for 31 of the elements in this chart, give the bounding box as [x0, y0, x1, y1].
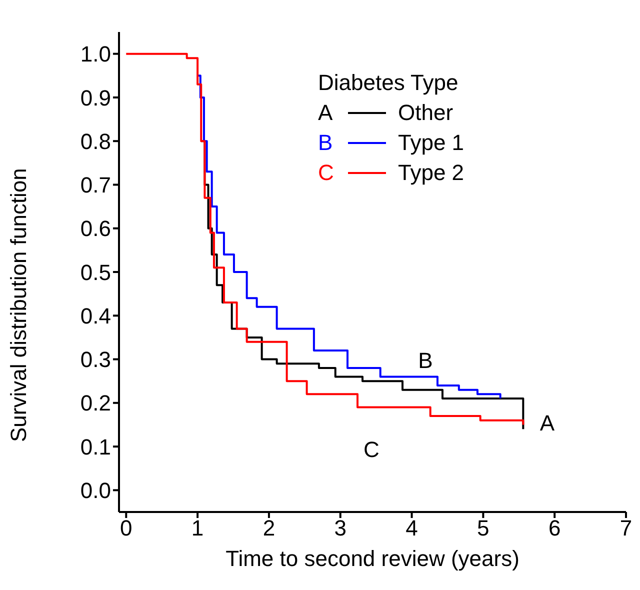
x-tick-label: 4 — [406, 516, 418, 541]
x-axis-title: Time to second review (years) — [226, 546, 520, 571]
annotation: B — [418, 348, 433, 374]
y-tick-label: 0.5 — [80, 260, 111, 285]
x-tick-label: 2 — [262, 516, 276, 541]
y-tick-label: 0.1 — [80, 434, 111, 460]
y-axis-title: Survival distribution function — [6, 168, 31, 442]
legend-label: Type 1 — [398, 129, 464, 157]
x-tick-label: 6 — [548, 516, 561, 541]
x-tick-label: 1 — [191, 516, 204, 541]
x-tick-label: 0 — [120, 516, 132, 541]
annotation: C — [364, 436, 380, 462]
y-tick-label: 1.0 — [80, 42, 111, 67]
x-tick-label: 7 — [620, 516, 632, 541]
y-tick-label: 0.4 — [80, 303, 111, 328]
y-tick-label: 0.9 — [80, 85, 111, 110]
text: A — [318, 100, 333, 125]
y-tick-label: 0.0 — [80, 478, 111, 503]
legend-label: Type 2 — [398, 159, 464, 187]
text: C — [318, 160, 334, 185]
legend-label: Other — [398, 99, 454, 127]
y-tick-label: 0.2 — [80, 390, 111, 416]
annotation: A — [540, 410, 555, 436]
x-tick-label: 3 — [334, 516, 346, 541]
y-tick-label: 0.6 — [80, 216, 111, 242]
y-tick-label: 0.7 — [80, 172, 111, 198]
y-tick-label: 0.8 — [80, 128, 111, 154]
legend-title: Diabetes Type — [318, 69, 460, 97]
x-tick-label: 5 — [477, 516, 490, 541]
text: B — [318, 130, 333, 155]
y-tick-label: 0.3 — [80, 347, 111, 372]
